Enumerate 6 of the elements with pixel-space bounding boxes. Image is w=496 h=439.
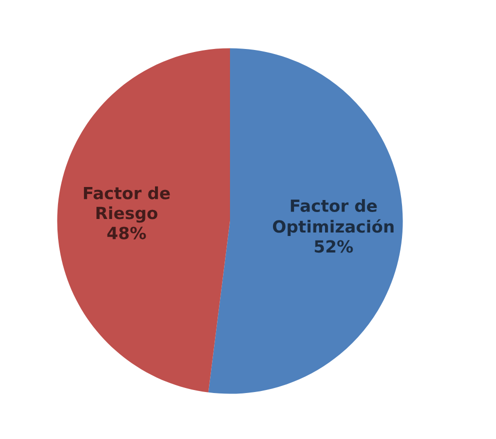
data-label: 52%: [314, 240, 353, 253]
data-label: 48%: [107, 226, 146, 240]
pie-slice: [57, 48, 230, 392]
slice-label: Factor de Optimización: [272, 199, 394, 236]
pie-slice: [208, 48, 403, 394]
slice-label: Factor de Riesgo: [84, 186, 170, 223]
